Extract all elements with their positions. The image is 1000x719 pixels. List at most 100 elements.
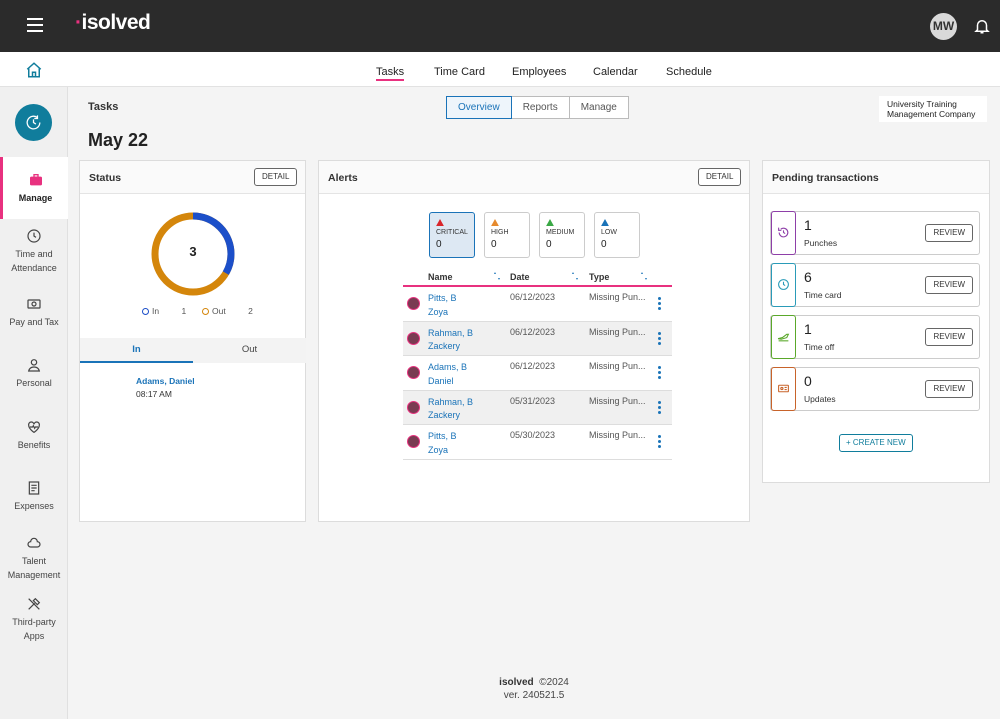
more-options-icon[interactable] [658,366,662,380]
review-button[interactable]: REVIEW [925,224,973,242]
warning-icon [601,219,609,226]
pending-tile-time-off[interactable]: 1 Time off REVIEW [770,315,980,359]
tab-calendar[interactable]: Calendar [593,66,638,78]
legend-out: Out 2 [202,306,253,316]
sidebar-item-manage[interactable]: Manage [0,157,68,219]
alerts-table: Name Date Type Pitts, B Zoya 06/12/2023 M… [403,269,672,460]
alerts-title: Alerts [328,172,358,184]
company-name-line2: Management Company [887,109,976,119]
review-button[interactable]: REVIEW [925,328,973,346]
sidebar-item-third-party-apps[interactable]: Third-party Apps [0,596,68,643]
more-options-icon[interactable] [658,400,662,415]
view-tab-overview[interactable]: Overview [446,96,512,119]
pending-count: 0 [804,373,812,389]
employee-link[interactable]: Adams, B Daniel [428,362,468,386]
employee-link[interactable]: Rahman, B Zackery [428,396,474,421]
employee-link[interactable]: Pitts, B Zoya [428,431,457,455]
severity-label: HIGH [491,229,509,236]
more-options-icon[interactable] [658,331,662,346]
sidebar-item-personal[interactable]: Personal [0,357,68,390]
table-row[interactable]: Rahman, B Zackery 05/31/2023 Missing Pun.… [403,390,672,425]
bell-icon[interactable] [973,17,991,35]
create-new-button[interactable]: + CREATE NEW [839,434,913,452]
column-header-type[interactable]: Type [589,272,610,282]
table-row[interactable]: Pitts, B Zoya 05/30/2023 Missing Pun... [403,425,672,460]
column-header-name[interactable]: Name [428,272,453,282]
tab-employees[interactable]: Employees [512,66,567,78]
home-icon[interactable] [25,61,43,79]
clock-icon [771,263,796,307]
tab-tasks[interactable]: Tasks [376,66,405,81]
view-tab-manage[interactable]: Manage [568,96,629,119]
warning-icon [436,219,444,226]
person-icon [27,359,41,372]
severity-critical[interactable]: CRITICAL 0 [429,212,475,258]
footer-brand: isolved [499,677,534,688]
company-selector[interactable]: University Training Management Company [879,96,987,122]
sidebar-item-talent-management[interactable]: Talent Management [0,535,68,582]
more-options-icon[interactable] [658,297,662,311]
sort-icon[interactable] [494,272,500,282]
alert-type: Missing Pun... [589,292,646,302]
alert-date: 06/12/2023 [510,292,556,302]
alerts-table-header: Name Date Type [403,269,672,287]
employee-link[interactable]: Adams, Daniel [136,376,195,386]
sort-icon[interactable] [641,272,647,282]
heart-icon [28,421,40,434]
status-detail-button[interactable]: DETAIL [254,168,298,186]
status-tab-in[interactable]: In [80,338,193,363]
review-button[interactable]: REVIEW [925,380,973,398]
employee-time: 08:17 AM [136,389,172,399]
employee-link[interactable]: Rahman, B Zackery [428,327,474,352]
severity-count: 0 [601,239,607,250]
alert-type: Missing Pun... [589,395,646,406]
severity-high[interactable]: HIGH 0 [484,212,530,258]
tab-time-card[interactable]: Time Card [434,66,485,78]
severity-count: 0 [436,239,442,250]
footer-copyright: ©2024 [539,677,569,688]
sort-icon[interactable] [572,272,578,282]
view-tab-reports[interactable]: Reports [510,96,570,119]
view-switcher: Overview Reports Manage [446,96,629,119]
table-row[interactable]: Pitts, B Zoya 06/12/2023 Missing Pun... [403,287,672,322]
pending-count: 6 [804,269,812,285]
avatar[interactable]: MW [930,13,957,40]
sidebar-item-label: Manage [18,193,53,203]
review-button[interactable]: REVIEW [925,276,973,294]
history-icon [771,211,796,255]
legend-in-label: In [152,306,160,316]
sidebar-item-pay-and-tax[interactable]: Pay and Tax [0,296,68,329]
cloud-icon [27,537,41,548]
plane-icon [771,315,796,359]
status-tab-out[interactable]: Out [241,344,258,355]
more-options-icon[interactable] [658,435,662,449]
severity-count: 0 [491,239,497,250]
sync-button[interactable] [15,104,52,141]
sidebar-item-label: Pay and Tax [9,317,59,327]
tab-schedule[interactable]: Schedule [666,66,712,78]
sidebar-item-label: Talent Management [7,556,61,580]
menu-icon[interactable] [27,18,43,32]
sidebar-item-benefits[interactable]: Benefits [0,419,68,452]
column-header-date[interactable]: Date [510,272,530,282]
sidebar-item-expenses[interactable]: Expenses [0,480,68,513]
pending-tile-punches[interactable]: 1 Punches REVIEW [770,211,980,255]
sidebar-item-label: Third-party Apps [12,617,56,641]
pending-tile-time-card[interactable]: 6 Time card REVIEW [770,263,980,307]
donut-in-arc [151,212,235,296]
severity-low[interactable]: LOW 0 [594,212,640,258]
sidebar-item-label: Time and Attendance [11,249,57,273]
warning-icon [546,219,554,226]
sidebar-item-time-and-attendance[interactable]: Time and Attendance [0,228,68,275]
table-row[interactable]: Adams, B Daniel 06/12/2023 Missing Pun... [403,356,672,391]
pending-tile-updates[interactable]: 0 Updates REVIEW [770,367,980,411]
avatar [407,297,420,310]
table-row[interactable]: Rahman, B Zackery 06/12/2023 Missing Pun.… [403,321,672,356]
id-card-icon [771,367,796,411]
severity-medium[interactable]: MEDIUM 0 [539,212,585,258]
sidebar-item-label: Expenses [14,501,54,511]
alerts-detail-button[interactable]: DETAIL [698,168,742,186]
briefcase-icon [29,174,42,186]
status-donut [151,212,235,296]
employee-link[interactable]: Pitts, B Zoya [428,293,457,317]
